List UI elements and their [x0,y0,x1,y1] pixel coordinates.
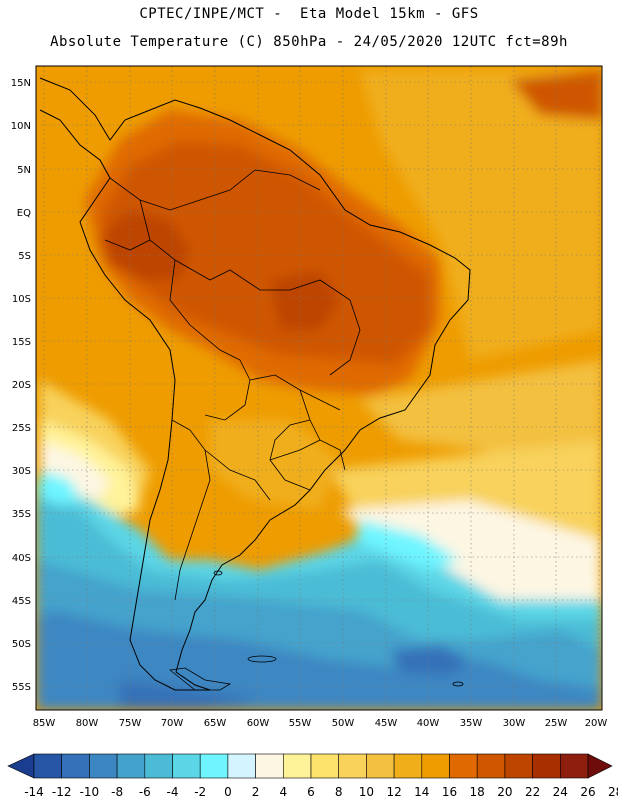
colorbar-swatch [144,753,173,779]
colorbar-swatch [282,753,312,779]
lon-label: 35W [460,718,483,729]
lon-label: 20W [585,718,608,729]
colorbar-swatch [393,753,423,779]
colorbar-label: 20 [497,785,512,799]
lat-label: 30S [12,466,31,477]
lat-label: EQ [17,208,31,219]
lat-label: 45S [12,596,31,607]
colorbar-label: 4 [279,785,287,799]
colorbar-swatch [449,753,478,779]
colorbar-label: 0 [224,785,232,799]
colorbar-swatch [61,753,90,779]
colorbar-swatch [532,753,561,779]
colorbar-swatch [310,753,340,779]
colorbar-label: 16 [442,785,457,799]
colorbar-swatch [338,753,367,779]
colorbar-label: -6 [139,785,151,799]
lat-label: 35S [12,509,31,520]
colorbar-swatch [559,753,589,779]
colorbar-right-arrow [587,753,613,779]
colorbar-label: 26 [580,785,595,799]
lat-label: 5N [17,165,31,176]
colorbar-swatch [33,753,63,779]
lon-label: 75W [119,718,142,729]
lon-label: 55W [289,718,312,729]
colorbar-label: -10 [80,785,100,799]
colorbar: -14 -12 -10 -8 -6 -4 -2 0 2 4 6 8 10 12 14 16 18 20 22 24 26… [7,753,618,799]
colorbar-label: 10 [359,785,374,799]
chart-subtitle: Absolute Temperature (C) 850hPa - 24/05/… [50,34,568,50]
colorbar-label: 12 [386,785,401,799]
graticule [36,66,602,710]
colorbar-label: 18 [470,785,485,799]
colorbar-label: -8 [111,785,123,799]
colorbar-label: 2 [252,785,260,799]
colorbar-label: 24 [553,785,568,799]
lon-label: 65W [204,718,227,729]
colorbar-swatch [255,753,284,779]
lat-label: 55S [12,682,31,693]
lat-label: 15N [11,78,31,89]
lon-label: 50W [332,718,355,729]
colorbar-label: -12 [52,785,72,799]
lon-label: 30W [503,718,526,729]
lat-label: 40S [12,553,31,564]
lon-label: 70W [161,718,184,729]
lat-label: 5S [18,251,31,262]
colorbar-label: -2 [194,785,206,799]
lat-label: 25S [12,423,31,434]
lon-label: 45W [375,718,398,729]
lon-label: 85W [33,718,56,729]
colorbar-label: 28 [608,785,618,799]
colorbar-label: 22 [525,785,540,799]
lon-label: 60W [247,718,270,729]
colorbar-swatch [227,753,256,779]
latitude-labels: 15N 10N 5N EQ 5S 10S 15S 20S 25S 30S 35S… [11,78,31,693]
temperature-field [36,66,602,710]
longitude-labels: 85W 80W 75W 70W 65W 60W 55W 50W 45W 40W … [33,718,608,729]
colorbar-swatch [476,753,506,779]
lat-label: 10N [11,121,31,132]
colorbar-label: 6 [307,785,315,799]
country-borders [104,169,361,601]
colorbar-swatch [504,753,533,779]
colorbar-swatch [116,753,146,779]
colorbar-left-arrow [7,753,35,779]
colorbar-swatch [172,753,201,779]
colorbar-swatch [199,753,229,779]
chart-title: CPTEC/INPE/MCT - Eta Model 15km - GFS [139,6,479,22]
lon-label: 80W [76,718,99,729]
lat-label: 10S [12,294,31,305]
colorbar-swatch [366,753,395,779]
lon-label: 25W [545,718,568,729]
colorbar-swatch [89,753,118,779]
colorbar-label: 8 [335,785,343,799]
colorbar-label: 14 [414,785,429,799]
colorbar-label: -14 [24,785,44,799]
lat-label: 50S [12,639,31,650]
colorbar-swatch [421,753,450,779]
south-america-coastline [39,77,471,691]
colorbar-label: -4 [167,785,179,799]
map-frame [35,65,603,711]
lat-label: 15S [12,337,31,348]
lat-label: 20S [12,380,31,391]
lon-label: 40W [417,718,440,729]
